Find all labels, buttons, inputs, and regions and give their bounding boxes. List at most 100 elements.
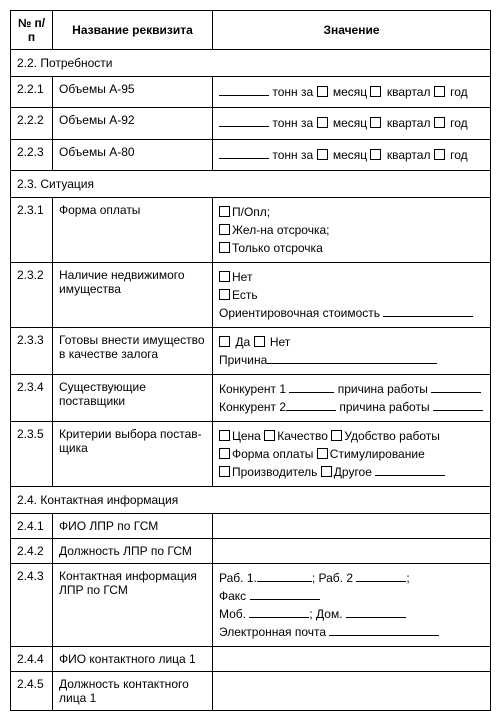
value-241 xyxy=(213,514,491,539)
competitor-2: Конкурент 2 xyxy=(219,400,286,414)
text-tonn: тонн за xyxy=(272,85,313,99)
header-num: № п/п xyxy=(11,11,53,50)
row-223: 2.2.3 Объемы А-80 тонн за месяц квартал … xyxy=(11,139,491,170)
row-232: 2.3.2 Наличие недвижимого имущества Нет … xyxy=(11,263,491,328)
name-234: Существующие поставщики xyxy=(53,375,213,422)
checkbox-icon xyxy=(434,117,445,128)
row-243: 2.4.3 Контактная информация ЛПР по ГСМ Р… xyxy=(11,564,491,647)
name-223: Объемы А-80 xyxy=(53,139,213,170)
opt-yes: Есть xyxy=(232,288,258,302)
text-month: месяц xyxy=(333,85,367,99)
row-234: 2.3.4 Существующие поставщики Конкурент … xyxy=(11,375,491,422)
num-233: 2.3.3 xyxy=(11,328,53,375)
text-year: год xyxy=(450,148,468,162)
section-24-header: 2.4. Контактная информация xyxy=(11,487,491,514)
name-244: ФИО контактного лица 1 xyxy=(53,647,213,672)
blank-line xyxy=(383,306,473,317)
blank-line xyxy=(375,465,445,476)
checkbox-icon xyxy=(219,271,230,282)
tel-rab2: ; Раб. 2 xyxy=(312,571,353,585)
email: Электронная почта xyxy=(219,625,326,639)
row-241: 2.4.1 ФИО ЛПР по ГСМ xyxy=(11,514,491,539)
value-232: Нет Есть Ориентировочная стоимость xyxy=(213,263,491,328)
tel-rab1: Раб. 1. xyxy=(219,571,257,585)
competitor-1: Конкурент 1 xyxy=(219,382,286,396)
section-22-title: 2.2. Потребности xyxy=(11,50,491,77)
checkbox-icon xyxy=(219,224,230,235)
work-reason: причина работы xyxy=(339,400,429,414)
blank-line xyxy=(286,400,336,411)
blank-line xyxy=(267,353,437,364)
mob: Моб. xyxy=(219,607,246,621)
crit-quality: Качество xyxy=(277,429,328,443)
value-242 xyxy=(213,539,491,564)
name-243: Контактная информация ЛПР по ГСМ xyxy=(53,564,213,647)
checkbox-icon xyxy=(434,149,445,160)
row-235: 2.3.5 Критерии выбора постав­щика Цена К… xyxy=(11,422,491,487)
header-value: Значение xyxy=(213,11,491,50)
value-244 xyxy=(213,647,491,672)
checkbox-icon xyxy=(434,86,445,97)
value-233: Да Нет Причина xyxy=(213,328,491,375)
name-222: Объемы А-92 xyxy=(53,108,213,139)
num-231: 2.3.1 xyxy=(11,198,53,263)
blank-line xyxy=(257,571,312,582)
num-235: 2.3.5 xyxy=(11,422,53,487)
name-235: Критерии выбора постав­щика xyxy=(53,422,213,487)
num-221: 2.2.1 xyxy=(11,77,53,108)
checkbox-icon xyxy=(219,466,230,477)
name-231: Форма оплаты xyxy=(53,198,213,263)
value-243: Раб. 1.; Раб. 2 ; Факс Моб. ; Дом. Элект… xyxy=(213,564,491,647)
dom: ; Дом. xyxy=(309,607,342,621)
opt-yes2: Да xyxy=(235,335,250,349)
form-table: № п/п Название реквизита Значение 2.2. П… xyxy=(10,10,491,711)
row-222: 2.2.2 Объемы А-92 тонн за месяц квартал … xyxy=(11,108,491,139)
checkbox-icon xyxy=(370,117,381,128)
checkbox-icon xyxy=(331,430,342,441)
checkbox-icon xyxy=(370,86,381,97)
blank-line xyxy=(219,116,269,127)
section-22-header: 2.2. Потребности xyxy=(11,50,491,77)
value-222: тонн за месяц квартал год xyxy=(213,108,491,139)
crit-convenience: Удобство работы xyxy=(344,429,440,443)
blank-line xyxy=(289,382,334,393)
value-245 xyxy=(213,672,491,711)
name-241: ФИО ЛПР по ГСМ xyxy=(53,514,213,539)
text-month: месяц xyxy=(333,116,367,130)
checkbox-icon xyxy=(317,86,328,97)
row-221: 2.2.1 Объемы А-95 тонн за месяц квартал … xyxy=(11,77,491,108)
text-year: год xyxy=(450,85,468,99)
opt-cost: Ориентировочная стоимость xyxy=(219,306,380,320)
opt-delay-want: Жел-на отсрочка; xyxy=(232,223,329,237)
checkbox-icon xyxy=(317,448,328,459)
name-221: Объемы А-95 xyxy=(53,77,213,108)
header-row: № п/п Название реквизита Значение xyxy=(11,11,491,50)
blank-line xyxy=(433,400,483,411)
num-243: 2.4.3 xyxy=(11,564,53,647)
checkbox-icon xyxy=(219,289,230,300)
name-245: Должность контактного лица 1 xyxy=(53,672,213,711)
section-23-header: 2.3. Ситуация xyxy=(11,171,491,198)
checkbox-icon xyxy=(219,242,230,253)
blank-line xyxy=(356,571,406,582)
opt-popl: П/Опл; xyxy=(232,205,270,219)
checkbox-icon xyxy=(264,430,275,441)
checkbox-icon xyxy=(219,430,230,441)
reason-label: Причина xyxy=(219,353,267,367)
name-233: Готовы внести имущество в качестве залог… xyxy=(53,328,213,375)
blank-line xyxy=(329,625,439,636)
blank-line xyxy=(219,148,269,159)
opt-no2: Нет xyxy=(270,335,290,349)
num-242: 2.4.2 xyxy=(11,539,53,564)
row-245: 2.4.5 Должность контактного лица 1 xyxy=(11,672,491,711)
header-name: Название реквизита xyxy=(53,11,213,50)
num-232: 2.3.2 xyxy=(11,263,53,328)
checkbox-icon xyxy=(370,149,381,160)
value-221: тонн за месяц квартал год xyxy=(213,77,491,108)
num-223: 2.2.3 xyxy=(11,139,53,170)
value-234: Конкурент 1 причина работы Конкурент 2 п… xyxy=(213,375,491,422)
num-234: 2.3.4 xyxy=(11,375,53,422)
text-quarter: квартал xyxy=(387,148,431,162)
text-tonn: тонн за xyxy=(272,148,313,162)
row-242: 2.4.2 Должность ЛПР по ГСМ xyxy=(11,539,491,564)
